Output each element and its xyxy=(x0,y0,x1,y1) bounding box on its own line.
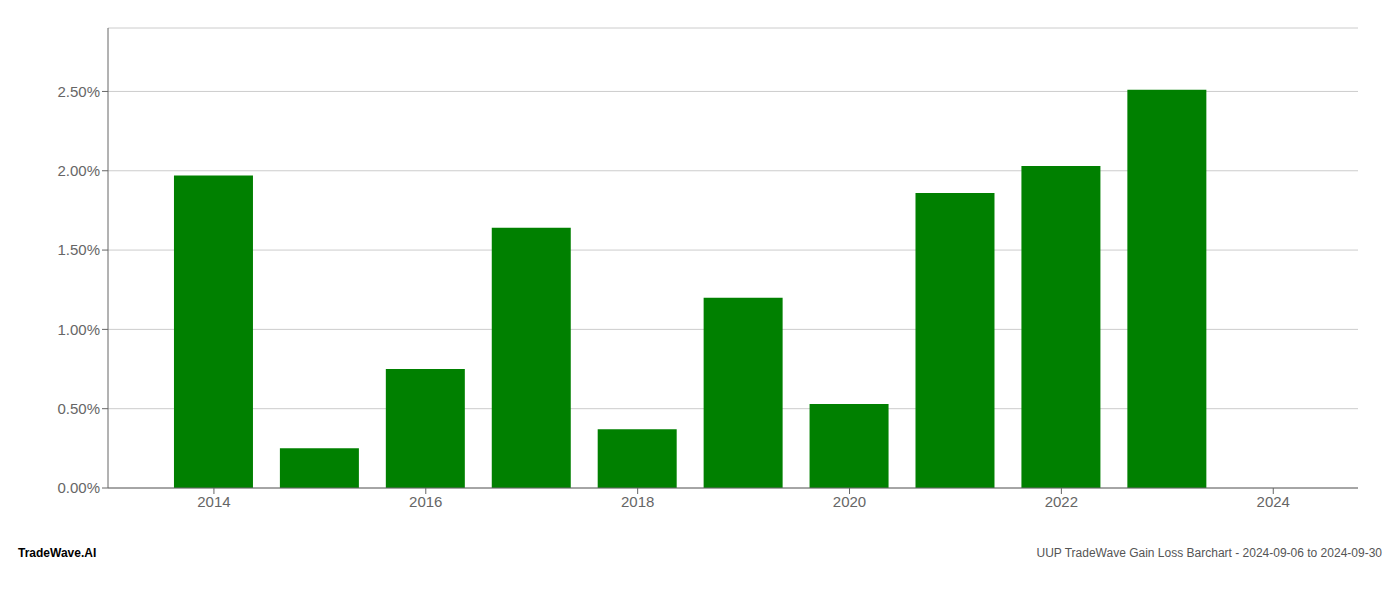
svg-text:2018: 2018 xyxy=(621,493,654,510)
svg-text:2.50%: 2.50% xyxy=(57,83,100,100)
html-text:TradeWave.AI: TradeWave.AI xyxy=(18,546,97,560)
svg-text:0.50%: 0.50% xyxy=(57,400,100,417)
svg-text:2024: 2024 xyxy=(1257,493,1290,510)
html-text:UUP TradeWave Gain Loss Barcha: UUP TradeWave Gain Loss Barchart - 2024-… xyxy=(1036,546,1382,560)
svg-text:2.00%: 2.00% xyxy=(57,162,100,179)
svg-text:1.00%: 1.00% xyxy=(57,321,100,338)
svg-text:1.50%: 1.50% xyxy=(57,241,100,258)
svg-text:2020: 2020 xyxy=(833,493,866,510)
svg-text:2022: 2022 xyxy=(1045,493,1078,510)
svg-text:2014: 2014 xyxy=(197,493,230,510)
svg-text:0.00%: 0.00% xyxy=(57,479,100,496)
svg-text:2016: 2016 xyxy=(409,493,442,510)
